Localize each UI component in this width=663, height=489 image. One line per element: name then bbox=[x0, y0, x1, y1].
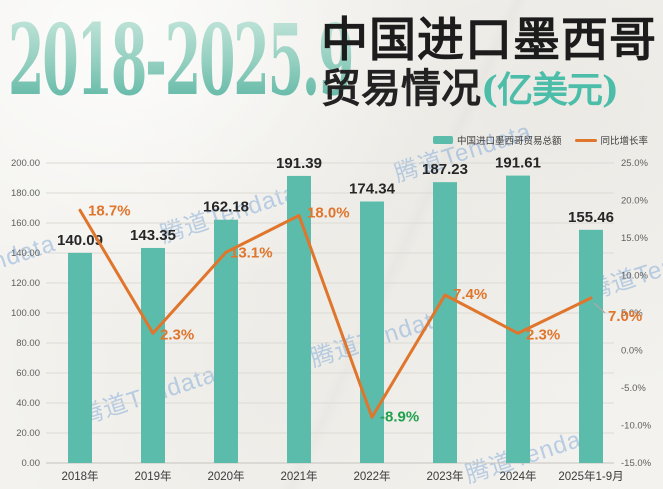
right-axis-tick-label: 10.0% bbox=[621, 271, 648, 282]
growth-point-label: 2.3% bbox=[160, 326, 194, 343]
right-axis-tick-label: 25.0% bbox=[621, 158, 648, 169]
left-axis-tick-label: 160.00 bbox=[11, 218, 40, 229]
left-axis-tick-label: 80.00 bbox=[16, 338, 40, 349]
bar-value-label: 140.09 bbox=[57, 232, 103, 249]
bar-2023年 bbox=[433, 182, 457, 463]
x-axis-label: 2025年1-9月 bbox=[558, 469, 623, 483]
x-axis-label: 2022年 bbox=[353, 469, 390, 483]
left-axis-tick-label: 140.00 bbox=[11, 248, 40, 259]
growth-point-label: 13.1% bbox=[230, 244, 273, 261]
bar-2025年1-9月 bbox=[579, 229, 603, 463]
title-line2-text: 贸易情况 bbox=[321, 65, 481, 113]
combo-chart: 0.00 20.00 40.00 60.00 80.00 100.00 120.00 140.… bbox=[11, 155, 652, 483]
right-axis-tick-label: -5.0% bbox=[621, 383, 646, 394]
bar-value-label: 155.46 bbox=[568, 209, 614, 226]
title-block: 中国进口墨西哥 贸易情况(亿美元) bbox=[321, 12, 663, 109]
right-axis-tick-label: 15.0% bbox=[621, 233, 648, 244]
left-axis-tick-label: 0.00 bbox=[22, 458, 41, 469]
growth-point-label: 18.0% bbox=[307, 205, 350, 222]
growth-point-label: -8.9% bbox=[380, 408, 419, 425]
bar-value-label: 187.23 bbox=[422, 161, 468, 178]
bar-2024年 bbox=[506, 175, 530, 463]
left-axis-tick-label: 100.00 bbox=[11, 308, 40, 319]
growth-point-label: 7.0% bbox=[608, 308, 642, 325]
bar-series-swatch-icon bbox=[433, 136, 453, 144]
bar-value-label: 143.35 bbox=[130, 227, 176, 244]
legend-item-line: 同比增长率 bbox=[574, 133, 649, 147]
bar-series-legend-label: 中国进口墨西哥贸易总额 bbox=[457, 136, 562, 147]
left-axis-tick-label: 120.00 bbox=[11, 278, 40, 289]
line-series-legend-label: 同比增长率 bbox=[600, 136, 649, 147]
title-years: 2018-2025.9 bbox=[8, 3, 354, 117]
right-axis-tick-label: 5.0% bbox=[621, 308, 643, 319]
title-line1: 中国进口墨西哥 bbox=[321, 13, 657, 68]
left-axis-tick-label: 20.00 bbox=[16, 428, 40, 439]
left-axis-tick-label: 200.00 bbox=[11, 158, 40, 169]
x-axis-label: 2023年 bbox=[426, 469, 463, 483]
bar-value-label: 174.34 bbox=[349, 180, 396, 197]
left-axis-tick-label: 180.00 bbox=[11, 188, 40, 199]
right-axis-tick-label: -15.0% bbox=[621, 458, 652, 469]
bar-value-label: 191.61 bbox=[495, 155, 541, 172]
x-axis-label: 2021年 bbox=[280, 469, 317, 483]
growth-point-label: 2.3% bbox=[526, 326, 560, 343]
growth-line bbox=[78, 208, 593, 419]
line-series-swatch-icon bbox=[574, 138, 597, 142]
bar-2018年 bbox=[68, 252, 92, 463]
chart-legend: 中国进口墨西哥贸易总额 同比增长率 bbox=[433, 133, 648, 147]
bar-2021年 bbox=[287, 175, 311, 463]
growth-point-label: 7.4% bbox=[453, 286, 487, 303]
title-line2: 贸易情况(亿美元) bbox=[321, 69, 663, 109]
right-axis-tick-label: 0.0% bbox=[621, 346, 643, 357]
x-axis-label: 2018年 bbox=[61, 469, 98, 483]
growth-point-label: 18.7% bbox=[88, 202, 131, 219]
x-axis-label: 2024年 bbox=[499, 469, 536, 483]
title-unit: (亿美元) bbox=[481, 69, 619, 112]
x-axis-label: 2019年 bbox=[134, 469, 171, 483]
right-axis-tick-label: 20.0% bbox=[621, 196, 648, 207]
bar-value-label: 162.18 bbox=[203, 199, 249, 216]
legend-item-bars: 中国进口墨西哥贸易总额 bbox=[433, 133, 562, 147]
right-axis-tick-label: -10.0% bbox=[621, 421, 652, 432]
left-axis-tick-label: 40.00 bbox=[16, 398, 40, 409]
bar-2022年 bbox=[360, 201, 384, 463]
bar-value-label: 191.39 bbox=[276, 155, 322, 172]
x-axis-label: 2020年 bbox=[207, 469, 244, 483]
bar-2019年 bbox=[141, 247, 165, 463]
left-axis-tick-label: 60.00 bbox=[16, 368, 40, 379]
growth-label-connector bbox=[593, 302, 606, 314]
